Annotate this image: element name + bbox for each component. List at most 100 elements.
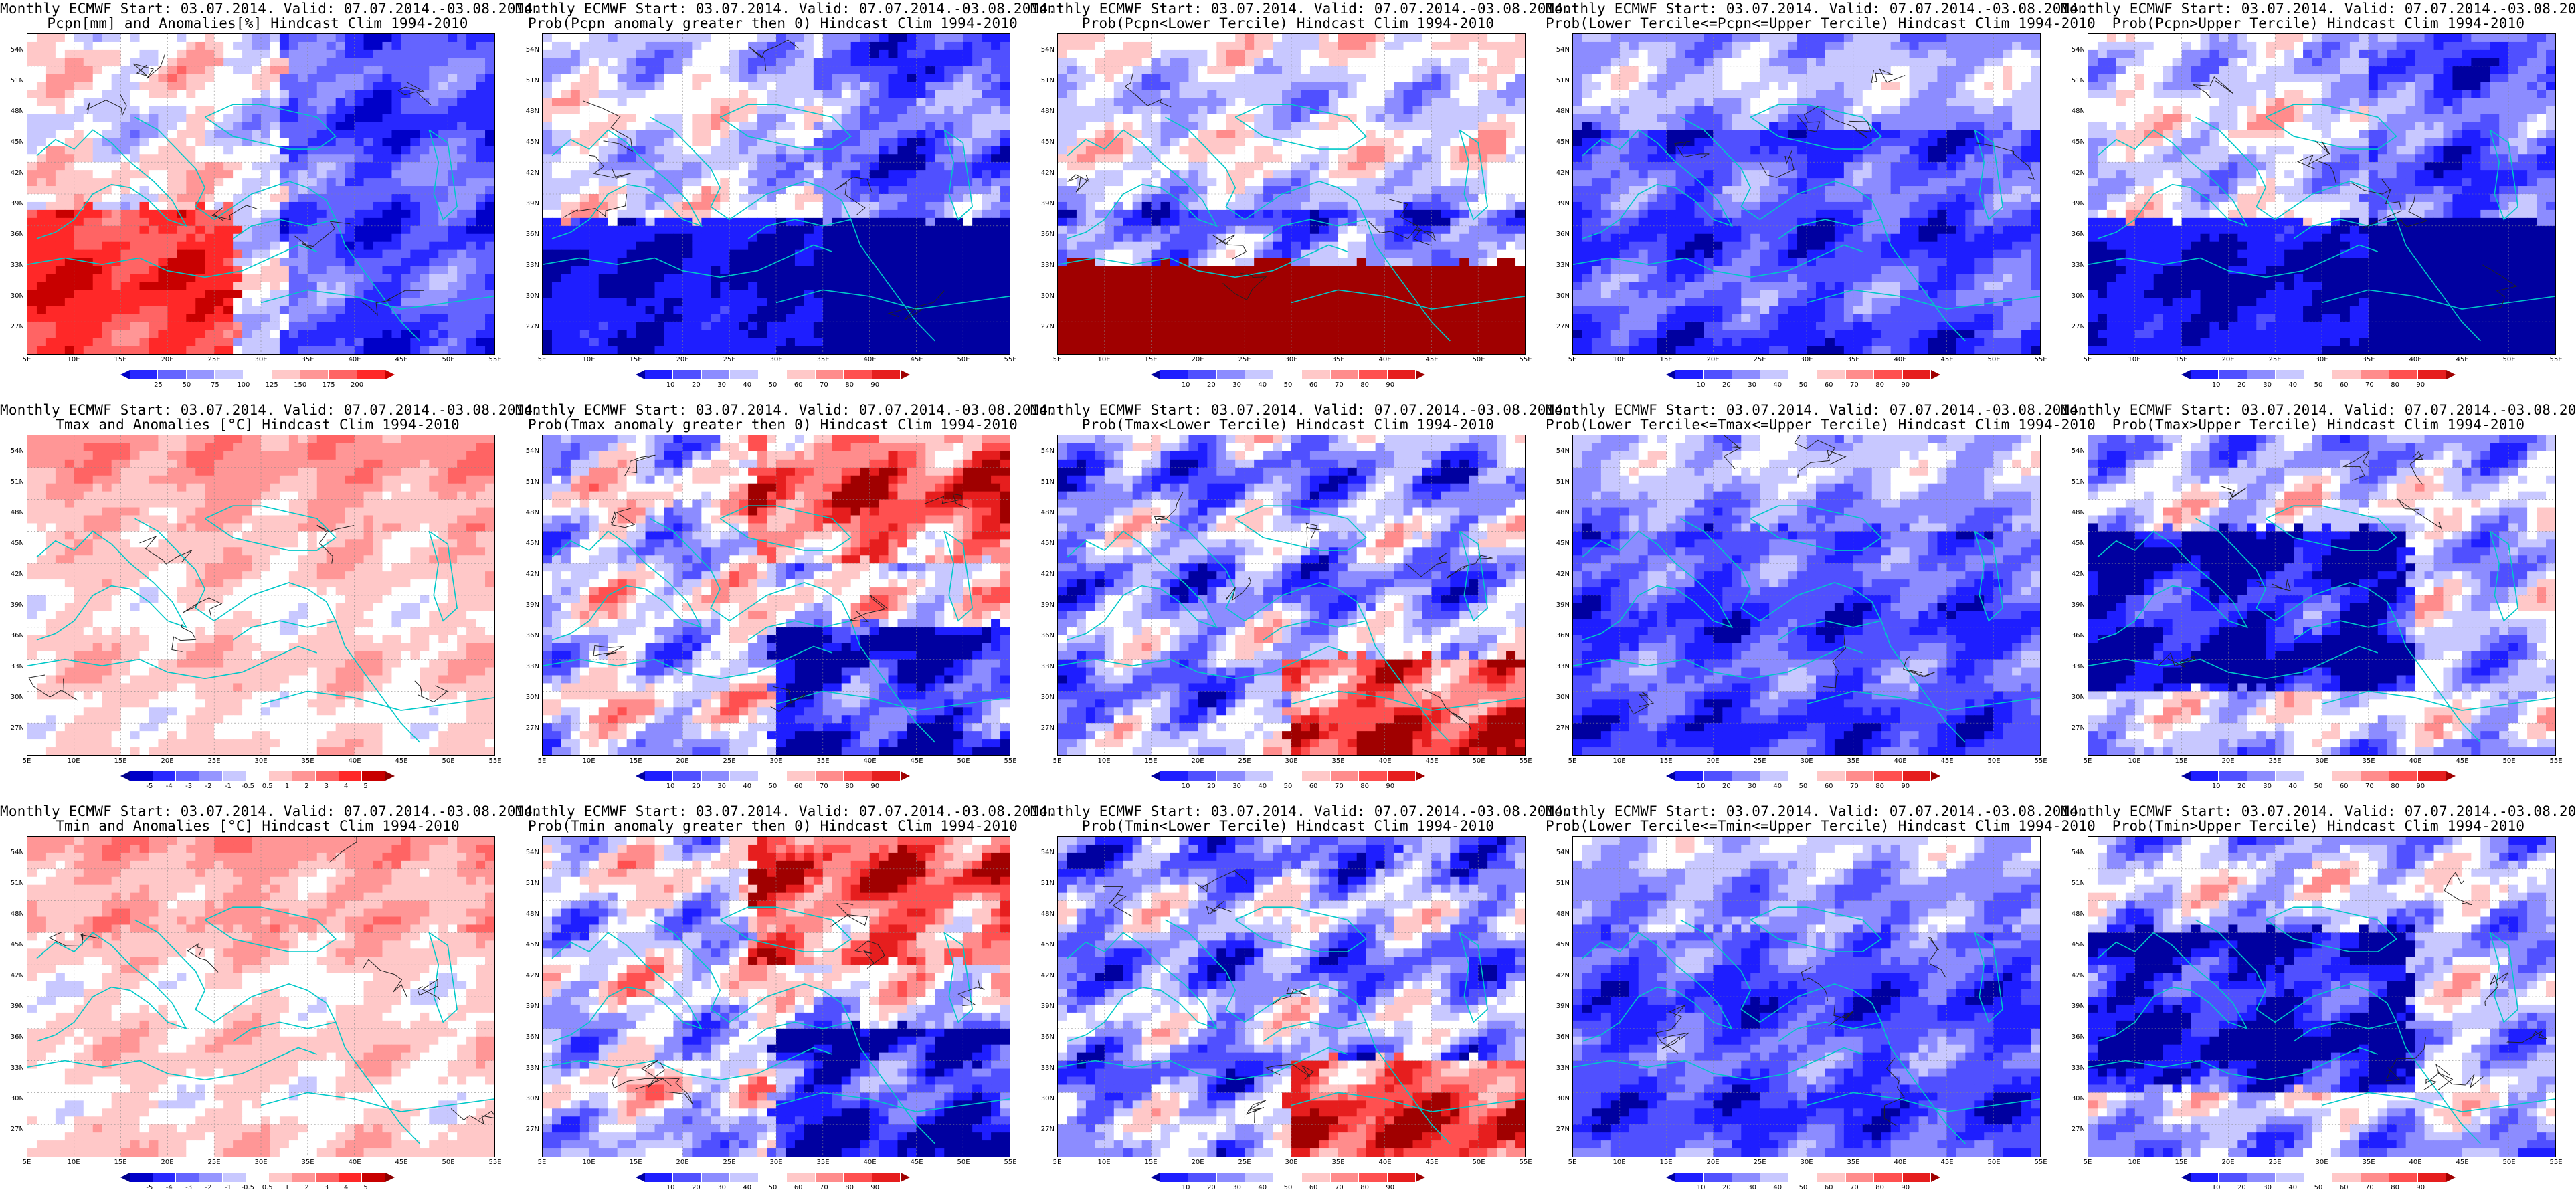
lon-tick-label: 20E xyxy=(157,357,177,363)
colorbar-tick-label: 20 xyxy=(2231,1184,2251,1191)
lat-tick-label: 54N xyxy=(1033,47,1054,54)
colorbar-swatch xyxy=(1874,1173,1903,1182)
colorbar-tick-label: 5 xyxy=(356,1184,376,1191)
coastline xyxy=(335,620,420,743)
contour-line xyxy=(28,674,78,701)
colorbar-tick-label: 80 xyxy=(840,1184,860,1191)
contour-line xyxy=(2158,652,2195,668)
forecast-map xyxy=(1057,836,1526,1157)
lat-tick-label: 45N xyxy=(518,540,539,547)
colorbar-tick-label: 80 xyxy=(2385,381,2405,389)
lat-tick-label: 51N xyxy=(3,880,24,887)
coastline xyxy=(1291,690,1525,711)
contour-line xyxy=(563,194,628,218)
forecast-map xyxy=(27,33,495,355)
colorbar-tick-label: 50 xyxy=(1278,1184,1298,1191)
lon-tick-label: 20E xyxy=(672,357,693,363)
lon-tick-label: 15E xyxy=(1656,357,1676,363)
lon-tick-label: 20E xyxy=(2218,357,2238,363)
lon-tick-label: 55E xyxy=(1000,357,1020,363)
contour-line xyxy=(1103,886,1133,917)
colorbar-tick-label: 50 xyxy=(1793,1184,1813,1191)
colorbar-swatch xyxy=(1845,370,1875,379)
contour-line xyxy=(2316,159,2392,195)
lon-tick-label: 25E xyxy=(2265,1159,2285,1166)
panel-title-line1: Monthly ECMWF Start: 03.07.2014. Valid: … xyxy=(1030,403,1572,417)
lon-tick-label: 50E xyxy=(1469,1159,1489,1166)
contour-line xyxy=(2256,579,2291,591)
coastline xyxy=(1750,505,1882,551)
colorbar-swatch xyxy=(1273,1173,1303,1182)
lon-tick-label: 15E xyxy=(1656,1159,1676,1166)
lon-tick-label: 50E xyxy=(438,758,458,765)
colorbar-left-arrow xyxy=(1666,370,1675,379)
colorbar-tick-label: 20 xyxy=(686,783,706,790)
colorbar-left-arrow xyxy=(1151,370,1160,379)
colorbar-swatch xyxy=(1359,370,1388,379)
lon-tick-label: 25E xyxy=(204,1159,224,1166)
lat-tick-label: 54N xyxy=(518,849,539,856)
colorbar-tick-label: 30 xyxy=(712,783,732,790)
colorbar-swatch xyxy=(1675,771,1704,781)
colorbar-swatch xyxy=(176,771,200,781)
colorbar xyxy=(120,1173,395,1182)
colorbar-swatch xyxy=(2361,1173,2390,1182)
coastline xyxy=(850,219,935,342)
lon-tick-label: 40E xyxy=(345,1159,365,1166)
lat-tick-label: 30N xyxy=(3,1096,24,1102)
forecast-map xyxy=(542,33,1010,355)
lon-tick-label: 5E xyxy=(532,758,552,765)
coastline xyxy=(1582,932,1734,1042)
lat-tick-label: 51N xyxy=(1548,78,1570,84)
colorbar-swatch xyxy=(673,370,702,379)
lat-tick-label: 42N xyxy=(518,973,539,979)
colorbar-tick-label: -5 xyxy=(139,1184,159,1191)
contour-line xyxy=(2423,1063,2450,1091)
lon-tick-label: 15E xyxy=(1656,758,1676,765)
colorbar-swatch xyxy=(1330,1173,1360,1182)
colorbar-tick-label: 90 xyxy=(865,1184,885,1191)
lon-tick-label: 10E xyxy=(2124,1159,2144,1166)
colorbar-tick-label: 30 xyxy=(2258,381,2278,389)
colorbar-tick-label: -1 xyxy=(218,1184,238,1191)
colorbar-left-arrow xyxy=(1666,771,1675,781)
colorbar-tick-label: 200 xyxy=(347,381,367,389)
map-panel: Monthly ECMWF Start: 03.07.2014. Valid: … xyxy=(1030,803,1572,1204)
lon-tick-label: 40E xyxy=(860,357,880,363)
lon-tick-label: 45E xyxy=(1937,758,1957,765)
colorbar-swatch xyxy=(2191,1173,2219,1182)
colorbar-tick-label: 60 xyxy=(1819,381,1839,389)
lat-tick-label: 27N xyxy=(3,1126,24,1133)
lat-tick-label: 51N xyxy=(1548,479,1570,486)
contour-line xyxy=(641,1060,666,1088)
colorbar-swatch xyxy=(1902,771,1931,781)
colorbar-swatch xyxy=(1302,370,1331,379)
lon-tick-label: 30E xyxy=(1797,357,1817,363)
lon-tick-label: 5E xyxy=(1047,1159,1067,1166)
colorbar-tick-label: 70 xyxy=(2359,381,2379,389)
lon-tick-label: 10E xyxy=(579,758,599,765)
coastline xyxy=(1974,932,2004,1023)
colorbar-swatch xyxy=(2332,771,2361,781)
colorbar-swatch xyxy=(1330,370,1360,379)
colorbar-tick-label: -4 xyxy=(159,1184,179,1191)
lon-tick-label: 5E xyxy=(17,1159,37,1166)
coastline xyxy=(1067,530,1218,641)
colorbar-right-arrow xyxy=(1930,1173,1940,1182)
lon-tick-label: 35E xyxy=(1328,1159,1348,1166)
lon-tick-label: 10E xyxy=(1094,1159,1114,1166)
contour-line xyxy=(1412,227,1436,246)
coastline xyxy=(2088,645,2379,680)
colorbar-right-arrow xyxy=(1415,1173,1425,1182)
lat-tick-label: 39N xyxy=(518,1003,539,1010)
panel-title-line2: Prob(Pcpn<Lower Tercile) Hindcast Clim 1… xyxy=(1030,16,1546,31)
colorbar-swatch xyxy=(1788,1173,1818,1182)
colorbar-left-arrow xyxy=(2181,370,2191,379)
lon-tick-label: 50E xyxy=(1469,758,1489,765)
colorbar-swatch xyxy=(758,771,788,781)
lat-tick-label: 42N xyxy=(518,571,539,578)
coastline xyxy=(1067,129,1218,239)
colorbar-tick-label: 60 xyxy=(2334,1184,2354,1191)
colorbar-tick-label: 20 xyxy=(1716,783,1736,790)
colorbar-tick-label: 90 xyxy=(1380,1184,1400,1191)
